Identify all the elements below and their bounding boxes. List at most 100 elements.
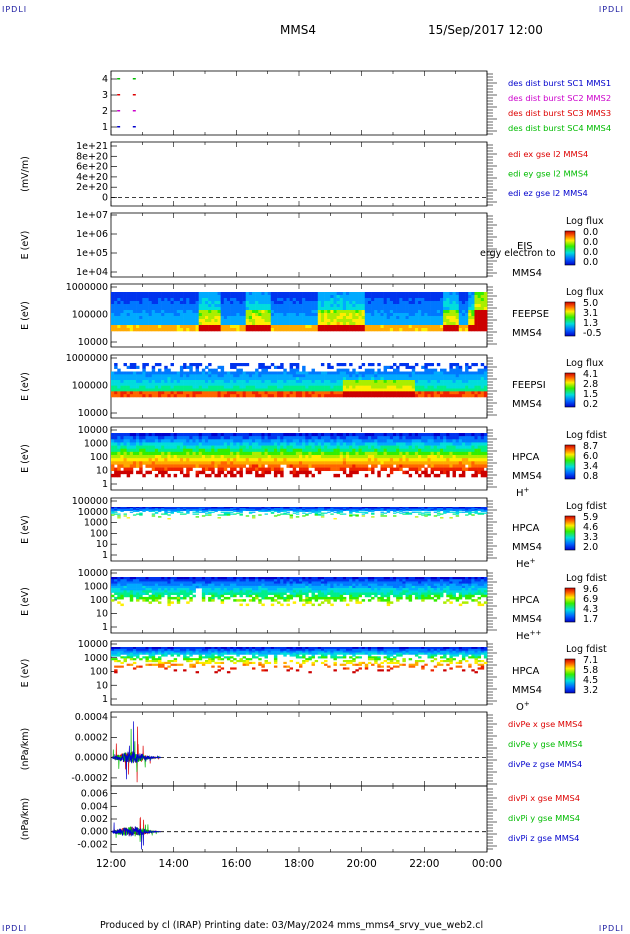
spectrogram-cell — [371, 433, 375, 437]
spectrogram-cell — [154, 371, 159, 375]
spectrogram-cell — [123, 371, 127, 375]
spectrogram-cell — [458, 377, 463, 381]
spectrogram-cell — [430, 307, 435, 311]
spectrogram-cell — [364, 371, 369, 375]
spectrogram-cell — [405, 394, 409, 398]
spectrogram-cell — [117, 385, 121, 389]
spectrogram-cell — [480, 316, 485, 320]
spectrogram-cell — [327, 391, 331, 395]
spectrogram-cell — [408, 433, 413, 437]
spacecraft-title: MMS4 — [280, 23, 316, 37]
spectrogram-cell — [136, 394, 140, 398]
spectrogram-cell — [245, 458, 250, 462]
spectrogram-cell — [239, 464, 243, 468]
spectrogram-cell — [371, 394, 375, 398]
spectrogram-cell — [223, 507, 228, 509]
spectrogram-cell — [333, 439, 337, 443]
spectrogram-cell — [220, 377, 225, 381]
spectrogram-cell — [452, 371, 456, 375]
spectrogram-cell — [258, 436, 262, 440]
spectrogram-cell — [327, 319, 331, 323]
spectrogram-cell — [195, 464, 200, 468]
spectrogram-cell — [164, 368, 168, 372]
spectrogram-cell — [399, 445, 403, 450]
spectrogram-cell — [346, 461, 350, 465]
spectrogram-cell — [277, 442, 281, 446]
spectrogram-cell — [424, 445, 428, 450]
spectrogram-cell — [120, 508, 124, 511]
spectrogram-cell — [129, 464, 134, 468]
spectrogram-cell — [433, 433, 438, 437]
spectrogram-cell — [114, 374, 118, 378]
spectrogram-cell — [132, 363, 137, 367]
spectrogram-cell — [205, 316, 209, 320]
spectrogram-cell — [139, 307, 143, 311]
spectrogram-cell — [129, 458, 134, 462]
spectrogram-cell — [386, 385, 391, 389]
spectrogram-cell — [173, 385, 178, 389]
spectrogram-cell — [424, 319, 428, 323]
spectrogram-cell — [446, 301, 450, 305]
spectrogram-cell — [427, 385, 431, 389]
spectrogram-cell — [465, 380, 469, 384]
spectrogram-cell — [317, 295, 322, 299]
spectrogram-cell — [308, 380, 312, 384]
spectrogram-cell — [161, 313, 165, 317]
spectrogram-cell — [443, 313, 447, 317]
spectrogram-cell — [440, 322, 444, 326]
spectrogram-cell — [198, 382, 203, 386]
spectrogram-cell — [145, 307, 149, 311]
spectrogram-cell — [189, 304, 193, 308]
spectrogram-cell — [327, 394, 331, 398]
spectrogram-cell — [226, 374, 231, 378]
spectrogram-cell — [236, 368, 240, 372]
spectrogram-cell — [136, 455, 140, 459]
spectrogram-cell — [226, 442, 231, 446]
spectrogram-cell — [220, 445, 225, 450]
spectrogram-cell — [186, 464, 190, 468]
spectrogram-cell — [242, 394, 247, 398]
spectrogram-cell — [286, 464, 290, 468]
spectrogram-cell — [211, 508, 215, 511]
spectrogram-cell — [299, 292, 303, 296]
spectrogram-cell — [361, 380, 366, 384]
spectrogram-cell — [192, 328, 196, 332]
spectrogram-cell — [255, 473, 259, 478]
spectrogram-cell — [248, 328, 253, 332]
spectrogram-cell — [418, 436, 422, 440]
spectrogram-cell — [211, 394, 215, 398]
spectrogram-cell — [158, 507, 162, 509]
spectrogram-cell — [223, 295, 228, 299]
spectrogram-cell — [283, 328, 287, 332]
spectrogram-cell — [245, 448, 250, 453]
spectrogram-cell — [132, 439, 137, 443]
spectrogram-cell — [195, 377, 200, 381]
spectrogram-cell — [223, 292, 228, 296]
spectrogram-cell — [349, 295, 353, 299]
spectrogram-cell — [286, 385, 290, 389]
spectrogram-cell — [198, 316, 203, 320]
spectrogram-cell — [465, 365, 469, 369]
spectrogram-cell — [139, 382, 143, 386]
spectrogram-cell — [349, 374, 353, 378]
spectrogram-cell — [129, 507, 134, 510]
spectrogram-cell — [267, 374, 272, 378]
spectrogram-cell — [186, 473, 190, 478]
legend-entry: des dist burst SC3 MMS3 — [508, 108, 611, 118]
spectrogram-cell — [320, 316, 325, 320]
spectrogram-cell — [308, 439, 312, 443]
spectrogram-cell — [220, 304, 225, 308]
spectrogram-cell — [455, 374, 460, 378]
spectrogram-cell — [377, 382, 381, 386]
spectrogram-cell — [280, 470, 284, 475]
spectrogram-cell — [161, 470, 165, 475]
spectrogram-cell — [452, 382, 456, 386]
spectrogram-cell — [314, 313, 319, 317]
spectrogram-cell — [377, 325, 381, 329]
spectrogram-cell — [233, 473, 237, 478]
spectrogram-cell — [471, 374, 475, 378]
spectrogram-cell — [436, 388, 441, 392]
spectrogram-cell — [198, 292, 203, 296]
spectrogram-cell — [132, 508, 137, 511]
spectrogram-cell — [314, 371, 319, 375]
